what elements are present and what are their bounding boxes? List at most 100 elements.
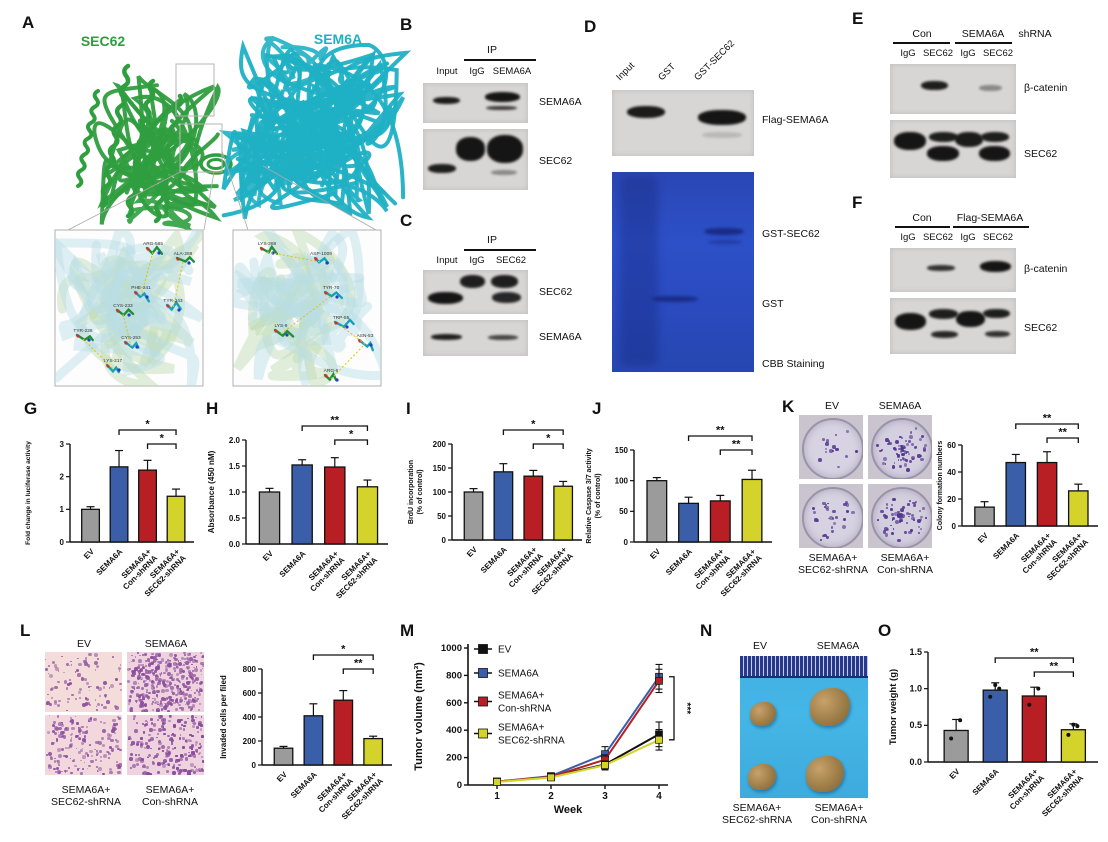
nitrogen-atom xyxy=(157,251,161,255)
colony-dot xyxy=(908,453,911,456)
invaded-cell xyxy=(137,686,140,689)
invaded-cell xyxy=(112,723,116,727)
invaded-cell xyxy=(176,767,179,771)
invaded-cell xyxy=(53,760,57,763)
invaded-cell xyxy=(155,653,160,658)
data-marker xyxy=(547,773,555,782)
x-category-label: EV xyxy=(261,549,275,563)
invaded-cell xyxy=(157,653,162,657)
invaded-cell xyxy=(56,759,61,764)
invaded-cell xyxy=(164,722,167,724)
invaded-cell xyxy=(193,666,195,669)
colony-dot xyxy=(909,529,913,532)
residue-stick xyxy=(75,333,94,342)
protein-band xyxy=(492,292,521,303)
invaded-cell xyxy=(156,664,161,669)
invaded-cell xyxy=(142,743,145,746)
invaded-cell xyxy=(143,724,146,728)
colony-dot xyxy=(823,533,828,538)
invaded-cell xyxy=(196,698,200,701)
colony-dot xyxy=(885,527,889,531)
protein-band xyxy=(491,170,517,175)
y-tick-label: 0 xyxy=(60,538,65,547)
significance-stars: * xyxy=(341,644,346,656)
residue-label: TYR-70 xyxy=(323,285,340,291)
blot-b-sec62 xyxy=(423,129,528,190)
invaded-cell xyxy=(172,692,176,696)
invaded-cell xyxy=(139,742,144,747)
invaded-cell xyxy=(161,722,165,726)
y-axis-label: Relative Caspase 3/7 activity xyxy=(586,448,593,543)
invaded-cell xyxy=(192,699,196,702)
colony-dot xyxy=(832,450,834,452)
y-tick-label: 200 xyxy=(446,753,462,764)
invaded-cell xyxy=(96,703,100,706)
invaded-cell xyxy=(199,752,201,754)
panel-a-structure: SEC62 SEM6A ARG-585 ALA-288 PHE-241 TYR-243 CY… xyxy=(8,6,438,390)
invaded-cell xyxy=(161,749,165,753)
invaded-cell xyxy=(165,696,169,700)
invaded-cell xyxy=(161,689,166,694)
invaded-cell xyxy=(196,731,199,733)
invaded-cell xyxy=(45,658,47,661)
invasion-image-ev xyxy=(45,652,122,712)
invaded-cell xyxy=(134,667,138,671)
residue-label: TRP-55 xyxy=(333,315,350,321)
residue-label: ALA-288 xyxy=(174,251,193,257)
invaded-cell xyxy=(51,742,55,745)
bar-SEMA6A+SEC62-shRNA xyxy=(741,478,763,543)
colony-dot xyxy=(877,519,879,521)
invaded-cell xyxy=(112,718,116,723)
gel-band xyxy=(704,228,744,235)
invaded-cell xyxy=(141,673,144,676)
invaded-cell xyxy=(143,770,147,775)
invaded-cell xyxy=(195,666,198,668)
colony-dot xyxy=(900,508,904,513)
invaded-cell xyxy=(148,739,152,743)
invaded-cell xyxy=(69,743,74,747)
panel-j-bar-chart: 0 50 100 150 Relative Caspase 3/7 activity (%… xyxy=(582,402,782,607)
ribbon xyxy=(247,251,373,353)
protein-band xyxy=(485,92,520,102)
invaded-cell xyxy=(159,674,162,676)
protein-band xyxy=(931,331,958,338)
invaded-cell xyxy=(198,743,201,746)
colony-dot xyxy=(898,435,901,439)
invaded-cell xyxy=(155,685,159,688)
invaded-cell xyxy=(88,652,92,657)
invaded-cell xyxy=(172,662,175,665)
colony-dot xyxy=(882,457,887,462)
invaded-cell xyxy=(94,669,97,671)
invaded-cell xyxy=(145,722,149,726)
invaded-cell xyxy=(155,700,159,705)
invaded-cell xyxy=(142,764,146,769)
invaded-cell xyxy=(83,761,85,763)
data-marker xyxy=(493,778,501,786)
invaded-cell xyxy=(67,746,70,749)
colony-dot xyxy=(824,505,829,510)
oxygen-atom xyxy=(176,257,180,261)
invaded-cell xyxy=(135,763,139,767)
invaded-cell xyxy=(159,703,163,707)
invaded-cell xyxy=(81,748,83,750)
invaded-cell xyxy=(180,690,183,693)
invaded-cell xyxy=(149,718,153,721)
invaded-cell xyxy=(170,689,174,693)
invaded-cell xyxy=(147,756,150,759)
invaded-cell xyxy=(138,695,141,698)
protein-band xyxy=(428,292,463,304)
colony-dot xyxy=(898,520,901,523)
invaded-cell xyxy=(152,708,154,711)
invaded-cell xyxy=(55,770,57,773)
invaded-cell xyxy=(103,694,108,698)
invaded-cell xyxy=(200,724,204,727)
tumor-caption: SEMA6A+ xyxy=(814,802,864,814)
invaded-cell xyxy=(96,709,98,712)
invaded-cell xyxy=(140,701,144,705)
invaded-cell xyxy=(80,741,85,746)
colony-dot xyxy=(828,517,830,520)
invaded-cell xyxy=(146,691,148,693)
invaded-cell xyxy=(177,660,180,662)
invaded-cell xyxy=(177,692,180,695)
invaded-cell xyxy=(160,700,162,702)
